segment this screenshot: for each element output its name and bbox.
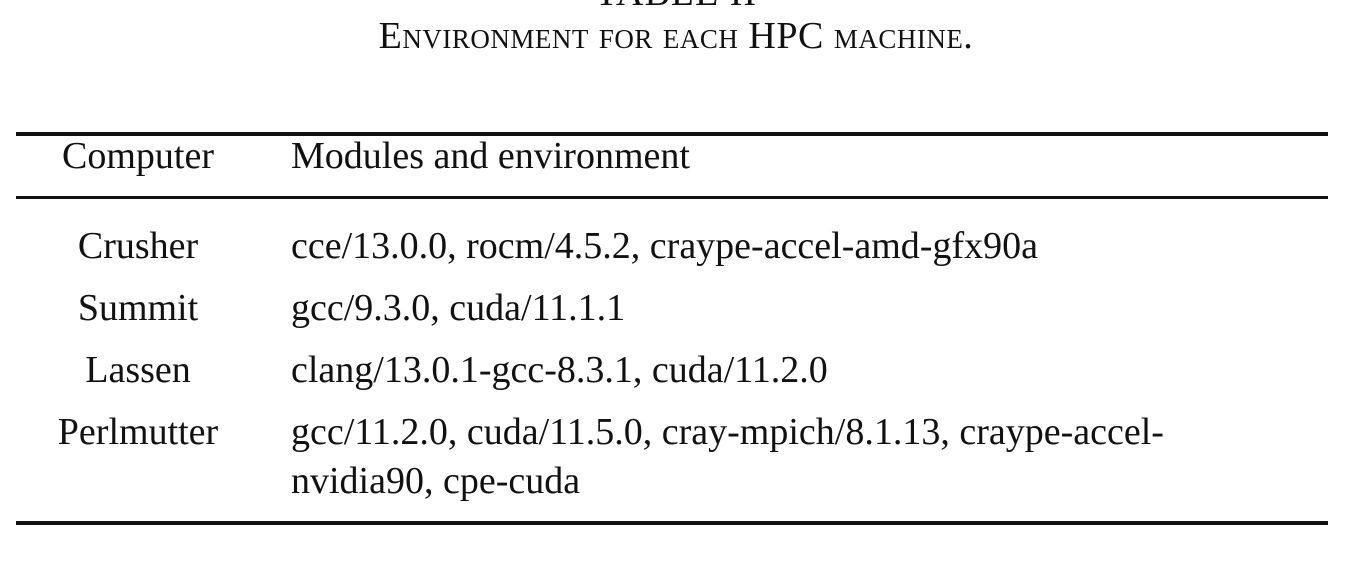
- row-modules: clang/13.0.1-gcc-8.3.1, cuda/11.2.0: [291, 349, 828, 391]
- table-caption: Environment for each HPC machine.: [378, 15, 974, 57]
- top-rule: [16, 132, 1328, 136]
- row-computer: Perlmutter: [57, 411, 219, 453]
- table-label: TABLE II: [0, 0, 1352, 8]
- row-modules: cce/13.0.0, rocm/4.5.2, craype-accel-amd…: [291, 225, 1038, 267]
- row-modules-line1: gcc/11.2.0, cuda/11.5.0, cray-mpich/8.1.…: [291, 411, 1164, 453]
- row-computer: Lassen: [85, 349, 191, 391]
- row-computer: Summit: [77, 287, 199, 329]
- header-rule: [16, 196, 1328, 199]
- row-modules-line2: nvidia90, cpe-cuda: [291, 460, 581, 502]
- header-computer: Computer: [62, 135, 214, 177]
- header-modules: Modules and environment: [291, 135, 690, 177]
- bottom-rule: [16, 521, 1328, 525]
- row-modules: gcc/9.3.0, cuda/11.1.1: [291, 287, 626, 329]
- row-computer: Crusher: [77, 225, 199, 267]
